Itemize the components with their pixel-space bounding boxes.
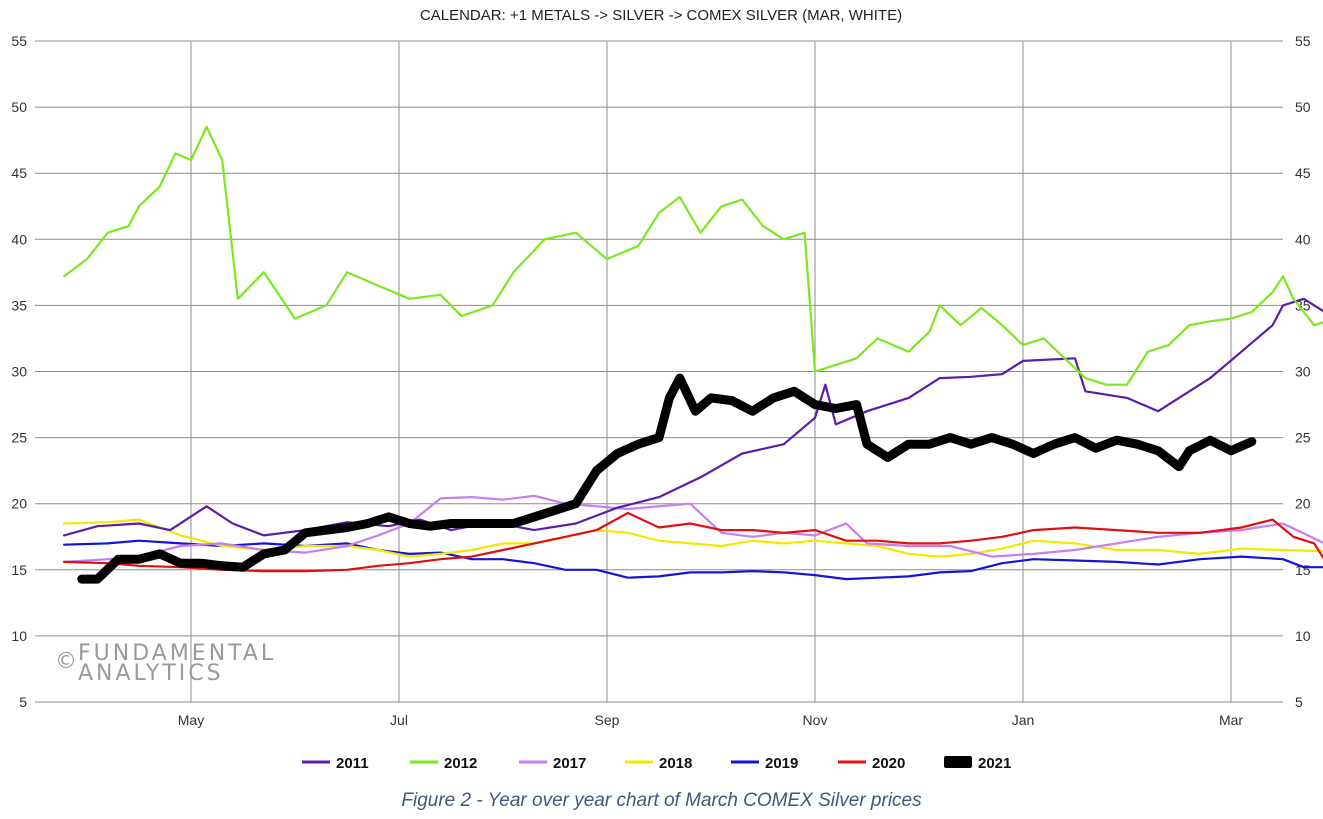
chart: CALENDAR: +1 METALS -> SILVER -> COMEX S… (11, 7, 1323, 772)
y-tick-label-right: 55 (1295, 33, 1311, 49)
legend-label-2011: 2011 (336, 755, 369, 772)
y-tick-label-left: 50 (11, 99, 27, 115)
y-tick-label-left: 35 (11, 297, 27, 313)
series-line-2020 (62, 511, 1323, 573)
y-tick-label-left: 5 (19, 694, 27, 710)
legend-label-2018: 2018 (659, 755, 692, 772)
x-tick-label: Jul (390, 712, 408, 728)
watermark-line2: ANALYTICS (78, 661, 224, 686)
watermark-line1: FUNDAMENTAL (78, 641, 276, 666)
series-line-2021 (77, 373, 1257, 584)
y-tick-label-left: 55 (11, 33, 27, 49)
legend-label-2019: 2019 (765, 755, 798, 772)
x-tick-label: Nov (803, 712, 828, 728)
legend: 2011 2012 2017 2018 2019 2020 2021 (302, 755, 1011, 772)
y-tick-label-right: 10 (1295, 628, 1311, 644)
copyright-symbol: © (55, 649, 80, 674)
y-tick-label-left: 10 (11, 628, 27, 644)
series-line-2019 (62, 539, 1323, 581)
y-tick-label-left: 30 (11, 364, 27, 380)
y-tick-label-left: 20 (11, 496, 27, 512)
legend-label-2012: 2012 (444, 755, 477, 772)
figure-caption: Figure 2 - Year over year chart of March… (401, 790, 922, 811)
chart-title: CALENDAR: +1 METALS -> SILVER -> COMEX S… (420, 7, 902, 24)
series-line-2018 (62, 518, 1323, 558)
legend-label-2021: 2021 (978, 755, 1011, 772)
watermark: © FUNDAMENTAL ANALYTICS (55, 641, 276, 686)
legend-swatch-2021 (944, 756, 972, 768)
y-tick-label-right: 40 (1295, 231, 1311, 247)
y-tick-label-right: 5 (1295, 694, 1303, 710)
y-tick-label-right: 50 (1295, 99, 1311, 115)
series-line-2017 (62, 494, 1323, 564)
y-tick-label-right: 30 (1295, 364, 1311, 380)
y-tick-label-left: 40 (11, 231, 27, 247)
y-tick-label-right: 20 (1295, 496, 1311, 512)
x-tick-label: Mar (1219, 712, 1243, 728)
legend-label-2020: 2020 (872, 755, 905, 772)
series-lines (62, 125, 1323, 584)
y-tick-label-left: 15 (11, 562, 27, 578)
x-tick-label: Sep (595, 712, 620, 728)
y-tick-label-right: 45 (1295, 165, 1311, 181)
legend-label-2017: 2017 (553, 755, 586, 772)
series-line-2012 (62, 125, 1323, 386)
x-tick-label: Jan (1012, 712, 1035, 728)
y-tick-label-left: 25 (11, 430, 27, 446)
y-tick-label-left: 45 (11, 165, 27, 181)
x-tick-label: May (178, 712, 204, 728)
y-tick-label-right: 25 (1295, 430, 1311, 446)
grid (35, 40, 1283, 703)
